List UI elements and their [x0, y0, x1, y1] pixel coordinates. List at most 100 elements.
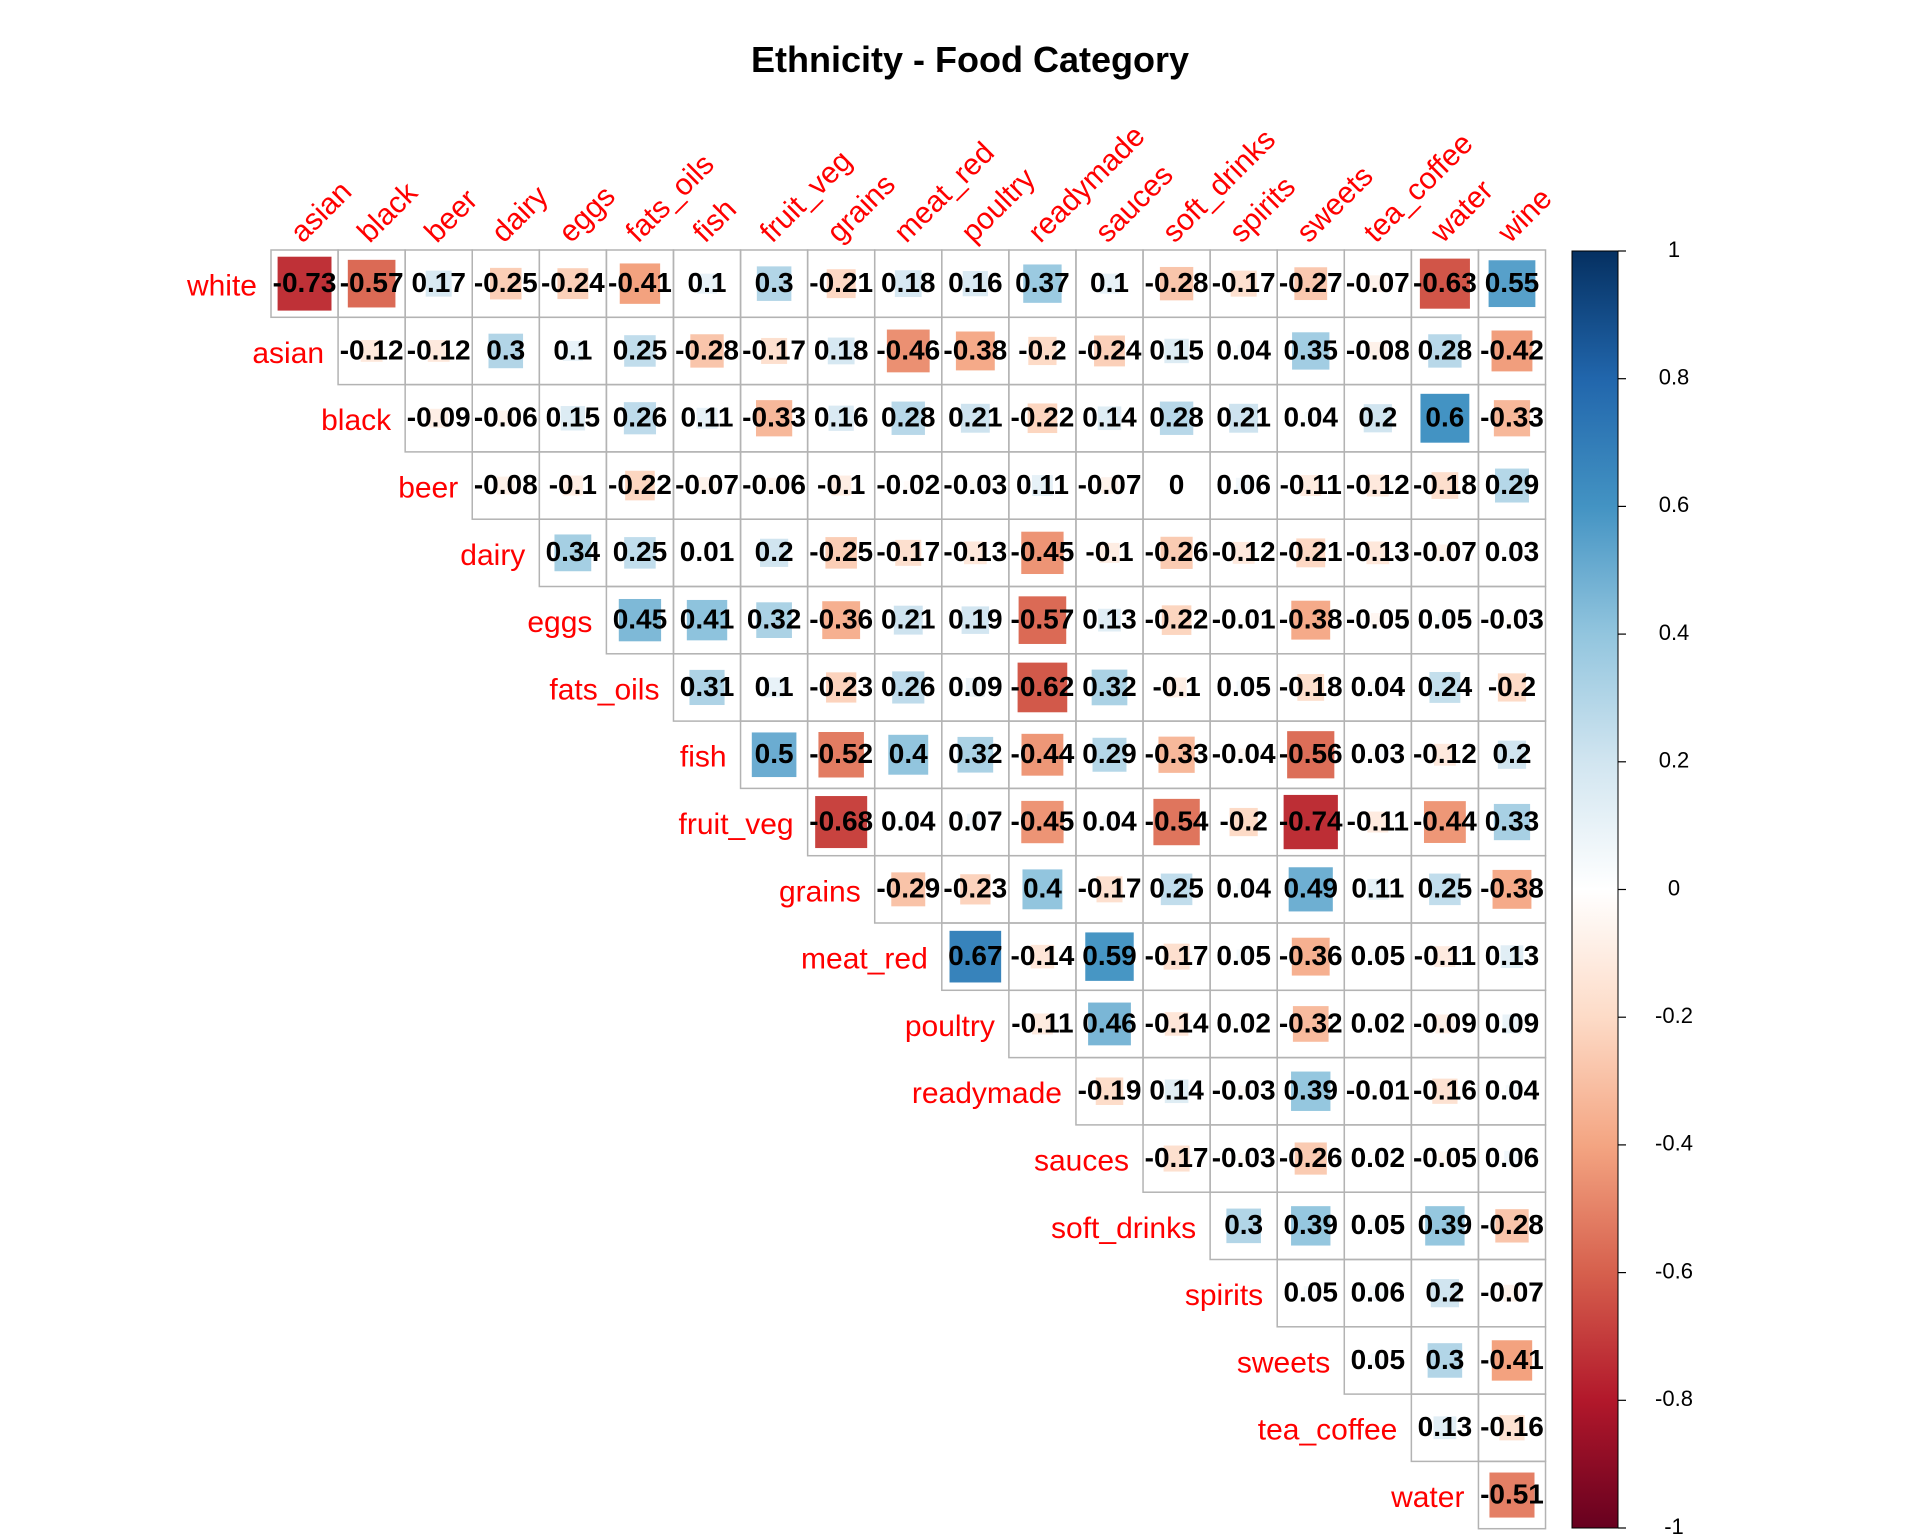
cell-value: -0.28: [1480, 1209, 1544, 1240]
cell-square: [1499, 1415, 1525, 1441]
cell-square: [1238, 1153, 1250, 1165]
cell-value: 0.13: [1418, 1411, 1473, 1442]
cell-value: -0.38: [1279, 604, 1343, 635]
cell-square: [761, 337, 788, 364]
cell-value: 0.33: [1485, 805, 1540, 836]
cell-value: -0.11: [1414, 940, 1476, 971]
cell-value: -0.51: [1480, 1478, 1544, 1509]
cell-value: -0.32: [1279, 1007, 1343, 1038]
cell-value: -0.41: [1480, 1344, 1544, 1375]
cell-square: [1291, 937, 1330, 976]
cell-square: [618, 598, 662, 642]
cell-square: [1287, 731, 1335, 779]
cell-value: 0.06: [1485, 1142, 1540, 1173]
cell-square: [1094, 335, 1125, 367]
cell-value: -0.68: [809, 805, 873, 836]
cell-value: -0.26: [1279, 1142, 1343, 1173]
cell-value: -0.26: [1145, 536, 1209, 567]
cell-value: 0.45: [613, 604, 668, 635]
cell-square: [1493, 803, 1531, 841]
cell-square: [751, 732, 797, 778]
cell-value: 0.1: [688, 267, 727, 298]
cell-value: -0.21: [809, 267, 873, 298]
cell-square: [966, 813, 984, 831]
cell-square: [1497, 673, 1527, 702]
cell-square: [1238, 1085, 1250, 1097]
cell-square: [1017, 662, 1068, 713]
cell-square: [1425, 1206, 1465, 1246]
cell-value: -0.25: [474, 267, 538, 298]
cell-value: 0.02: [1216, 1007, 1271, 1038]
cell-value: -0.73: [273, 267, 337, 298]
cell-value: 0.05: [1283, 1277, 1338, 1308]
cell-value: 0.39: [1418, 1209, 1473, 1240]
cell-square: [1367, 878, 1389, 900]
cell-square: [1164, 1079, 1189, 1104]
cell-square: [624, 335, 656, 367]
cell-value: -0.16: [1413, 1075, 1477, 1106]
cell-value: 0.11: [681, 402, 734, 433]
cell-square: [619, 263, 661, 304]
cell-square: [755, 400, 793, 437]
cell-value: -0.33: [742, 402, 806, 433]
cell-square: [1283, 794, 1338, 850]
cell-value: -0.01: [1346, 1075, 1410, 1106]
cell-value: 0.16: [948, 267, 1003, 298]
cell-value: 0.34: [546, 536, 601, 567]
cell-value: -0.05: [1413, 1142, 1477, 1173]
column-label-beer: beer: [418, 183, 484, 249]
cell-square: [347, 259, 396, 308]
cell-square: [1432, 1078, 1458, 1104]
cell-square: [1018, 596, 1067, 644]
cell-square: [1098, 608, 1121, 632]
cell-value: -0.29: [876, 873, 940, 904]
cell-value: -0.13: [1346, 536, 1410, 567]
cell-square: [1429, 873, 1461, 906]
cell-square: [961, 606, 990, 634]
cell-square: [1240, 616, 1247, 624]
cell-square: [1164, 1012, 1189, 1036]
row-label-grains: grains: [779, 875, 861, 908]
cell-square: [1435, 1014, 1455, 1034]
cell-value: -0.08: [474, 469, 538, 500]
cell-square: [1239, 1019, 1249, 1029]
cell-value: 0.2: [1493, 738, 1532, 769]
cell-square: [1095, 1077, 1124, 1105]
cell-square: [557, 268, 589, 300]
cell-value: 0.3: [1224, 1209, 1263, 1240]
cell-value: -0.1: [549, 469, 597, 500]
cell-value: 0.26: [881, 671, 936, 702]
cell-square: [1489, 1472, 1535, 1518]
cell-value: 0.19: [948, 604, 1003, 635]
cell-square: [891, 872, 926, 907]
cell-value: 0.21: [1216, 402, 1271, 433]
cell-square: [1370, 613, 1385, 628]
cell-value: 0.14: [1149, 1075, 1204, 1106]
cell-value: -0.11: [1347, 805, 1409, 836]
cell-square: [822, 601, 861, 640]
cell-square: [1027, 403, 1058, 434]
cell-value: 0.09: [1485, 1007, 1540, 1038]
cell-value: -0.24: [541, 267, 605, 298]
cell-value: 0.39: [1283, 1209, 1338, 1240]
cell-value: -0.13: [943, 536, 1007, 567]
cell-square: [429, 408, 449, 428]
cell-value: 0.24: [1418, 671, 1473, 702]
cell-value: 0.05: [1216, 671, 1271, 702]
cell-value: -0.41: [608, 267, 672, 298]
cell-square: [1232, 541, 1255, 564]
cell-square: [1506, 547, 1518, 559]
row-label-meat_red: meat_red: [801, 943, 928, 976]
cell-value: 0.3: [486, 334, 525, 365]
cell-square: [1088, 1002, 1131, 1046]
cell-square: [1091, 669, 1128, 706]
cell-square: [1374, 1088, 1381, 1095]
cell-value: -0.45: [1011, 805, 1075, 836]
column-label-asian: asian: [284, 175, 358, 249]
row-label-readymade: readymade: [912, 1077, 1062, 1110]
row-label-dairy: dairy: [460, 539, 525, 572]
cell-value: -0.63: [1413, 267, 1477, 298]
cell-value: 0.4: [889, 738, 928, 769]
